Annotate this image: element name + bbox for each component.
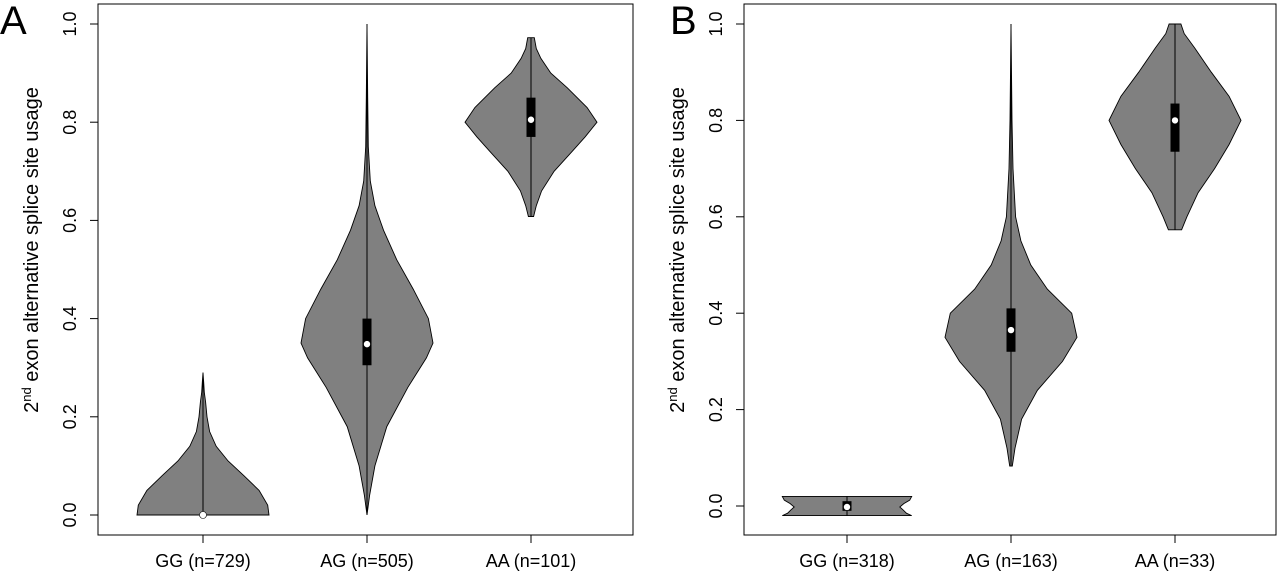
violin-median-point	[1007, 326, 1015, 334]
x-category-label: GG (n=729)	[155, 551, 251, 571]
y-tick-label: 0.6	[706, 204, 726, 229]
y-tick-label: 0.4	[60, 306, 80, 331]
y-axis-label: 2nd exon alternative splice site usage	[665, 87, 689, 413]
violin-iqr-box	[1170, 103, 1180, 152]
violin-median-point	[527, 115, 535, 124]
y-tick-label: 0.0	[706, 493, 726, 518]
y-tick-label: 0.2	[60, 404, 80, 429]
violin-median-point	[199, 511, 207, 519]
y-tick-label: 0.2	[706, 397, 726, 422]
y-tick-label: 0.0	[60, 502, 80, 527]
y-axis-label-text: exon alternative splice site usage	[21, 87, 43, 387]
y-axis-label-text: exon alternative splice site usage	[667, 87, 689, 387]
y-tick-label: 0.8	[706, 108, 726, 133]
plot-frame	[97, 3, 634, 536]
y-axis-label-superscript: nd	[19, 387, 34, 401]
y-tick-label: 0.6	[60, 208, 80, 233]
violin-median-point	[1171, 116, 1179, 125]
y-tick-label: 0.8	[60, 110, 80, 135]
violin-median-point	[363, 340, 371, 348]
panel-letter: B	[670, 0, 697, 43]
y-axis-label: 2nd exon alternative splice site usage	[19, 87, 43, 413]
x-category-label: AG (n=163)	[964, 551, 1058, 571]
y-axis-label-superscript: nd	[665, 387, 680, 401]
x-category-label: GG (n=318)	[799, 551, 895, 571]
panel-b: 0.0 0.2 0.4 0.6 0.8 1.0 2nd exon alternative s…	[665, 0, 1277, 571]
y-tick-label: 1.0	[706, 11, 726, 36]
panel-a: 0.0 0.2 0.4 0.6 0.8 1.0 2nd exon alternative s…	[0, 0, 634, 571]
x-category-label: AA (n=101)	[486, 551, 577, 571]
x-category-label: AA (n=33)	[1135, 551, 1216, 571]
plot-frame	[743, 3, 1277, 536]
y-axis-label-number: 2	[21, 402, 43, 413]
y-axis-label-number: 2	[667, 402, 689, 413]
y-tick-label: 0.4	[706, 301, 726, 326]
panel-letter: A	[0, 0, 27, 43]
y-tick-label: 1.0	[60, 11, 80, 36]
x-category-label: AG (n=505)	[320, 551, 414, 571]
violin-median-point	[843, 503, 851, 511]
